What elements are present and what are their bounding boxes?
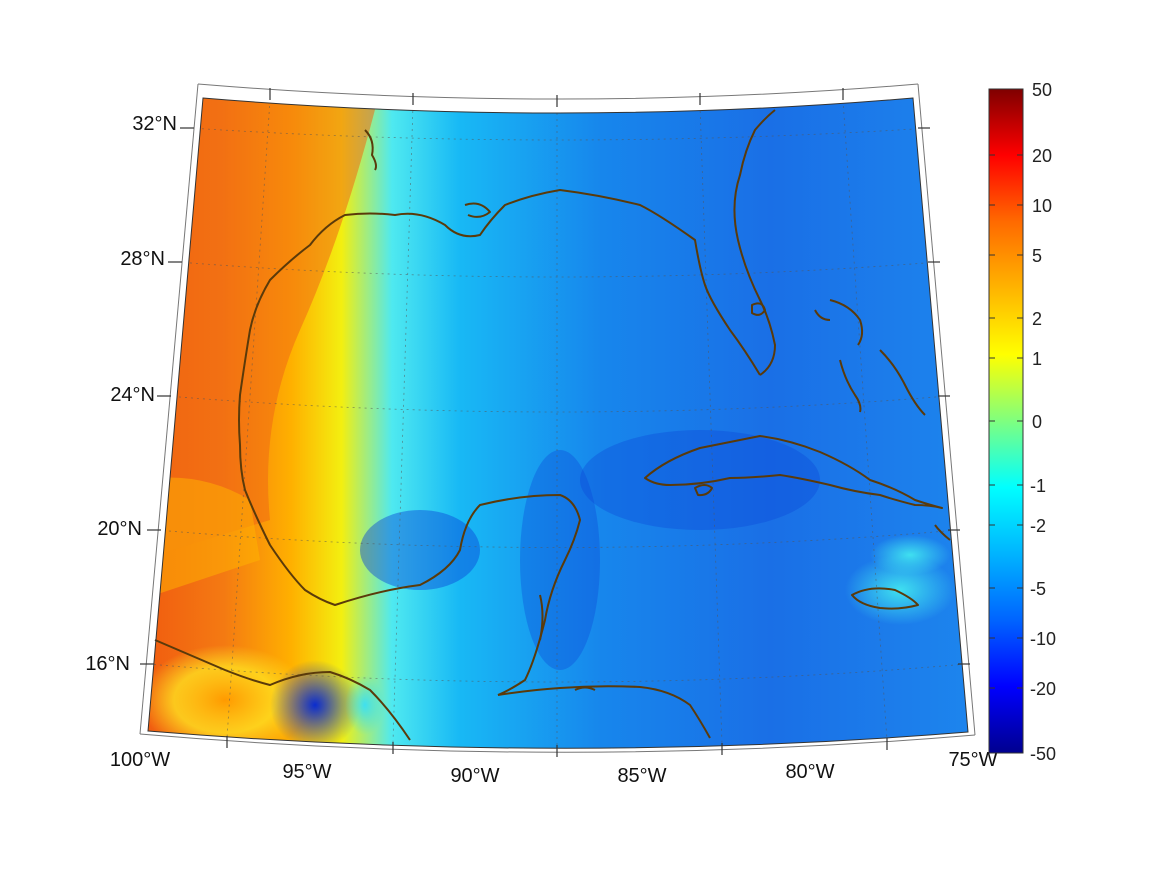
- colorbar-tick-label: -50: [1030, 744, 1056, 764]
- colorbar-tick-label: -2: [1030, 516, 1046, 536]
- lat-label: 16°N: [85, 653, 130, 675]
- colorbar-tick-label: 2: [1032, 309, 1042, 329]
- colorbar-tick-label: 20: [1032, 146, 1052, 166]
- colorbar-tick-label: -10: [1030, 629, 1056, 649]
- lon-label: 85°W: [617, 765, 666, 787]
- map-frame: [139, 83, 976, 753]
- lat-label: 32°N: [132, 113, 177, 135]
- lat-label: 28°N: [120, 248, 165, 270]
- longitude-labels: 100°W 95°W 90°W 85°W 80°W 75°W: [110, 749, 998, 787]
- colorbar-tick-label: -1: [1030, 476, 1046, 496]
- frame-ticks: [140, 88, 970, 757]
- lat-label: 20°N: [97, 518, 142, 540]
- latitude-labels: 16°N 20°N 24°N 28°N 32°N: [85, 113, 177, 675]
- colorbar-tick-label: -20: [1030, 679, 1056, 699]
- colorbar: 50 20 10 5 2 1 0 -1 -2 -5 -10 -20 -50: [988, 80, 1056, 764]
- colorbar-tick-label: 1: [1032, 349, 1042, 369]
- colorbar-ticks: [989, 154, 1023, 689]
- colorbar-tick-label: 50: [1032, 80, 1052, 100]
- colorbar-tick-label: 10: [1032, 196, 1052, 216]
- lat-label: 24°N: [110, 384, 155, 406]
- lon-label: 90°W: [450, 765, 499, 787]
- colorbar-tick-label: 5: [1032, 246, 1042, 266]
- lon-label: 95°W: [282, 761, 331, 783]
- lon-label: 80°W: [785, 761, 834, 783]
- lon-label: 75°W: [948, 749, 997, 771]
- lon-label: 100°W: [110, 749, 170, 771]
- colorbar-tick-label: -5: [1030, 579, 1046, 599]
- data-field: [148, 98, 968, 749]
- graticule: [148, 99, 967, 746]
- coastlines: [154, 109, 951, 741]
- colorbar-tick-label: 0: [1032, 412, 1042, 432]
